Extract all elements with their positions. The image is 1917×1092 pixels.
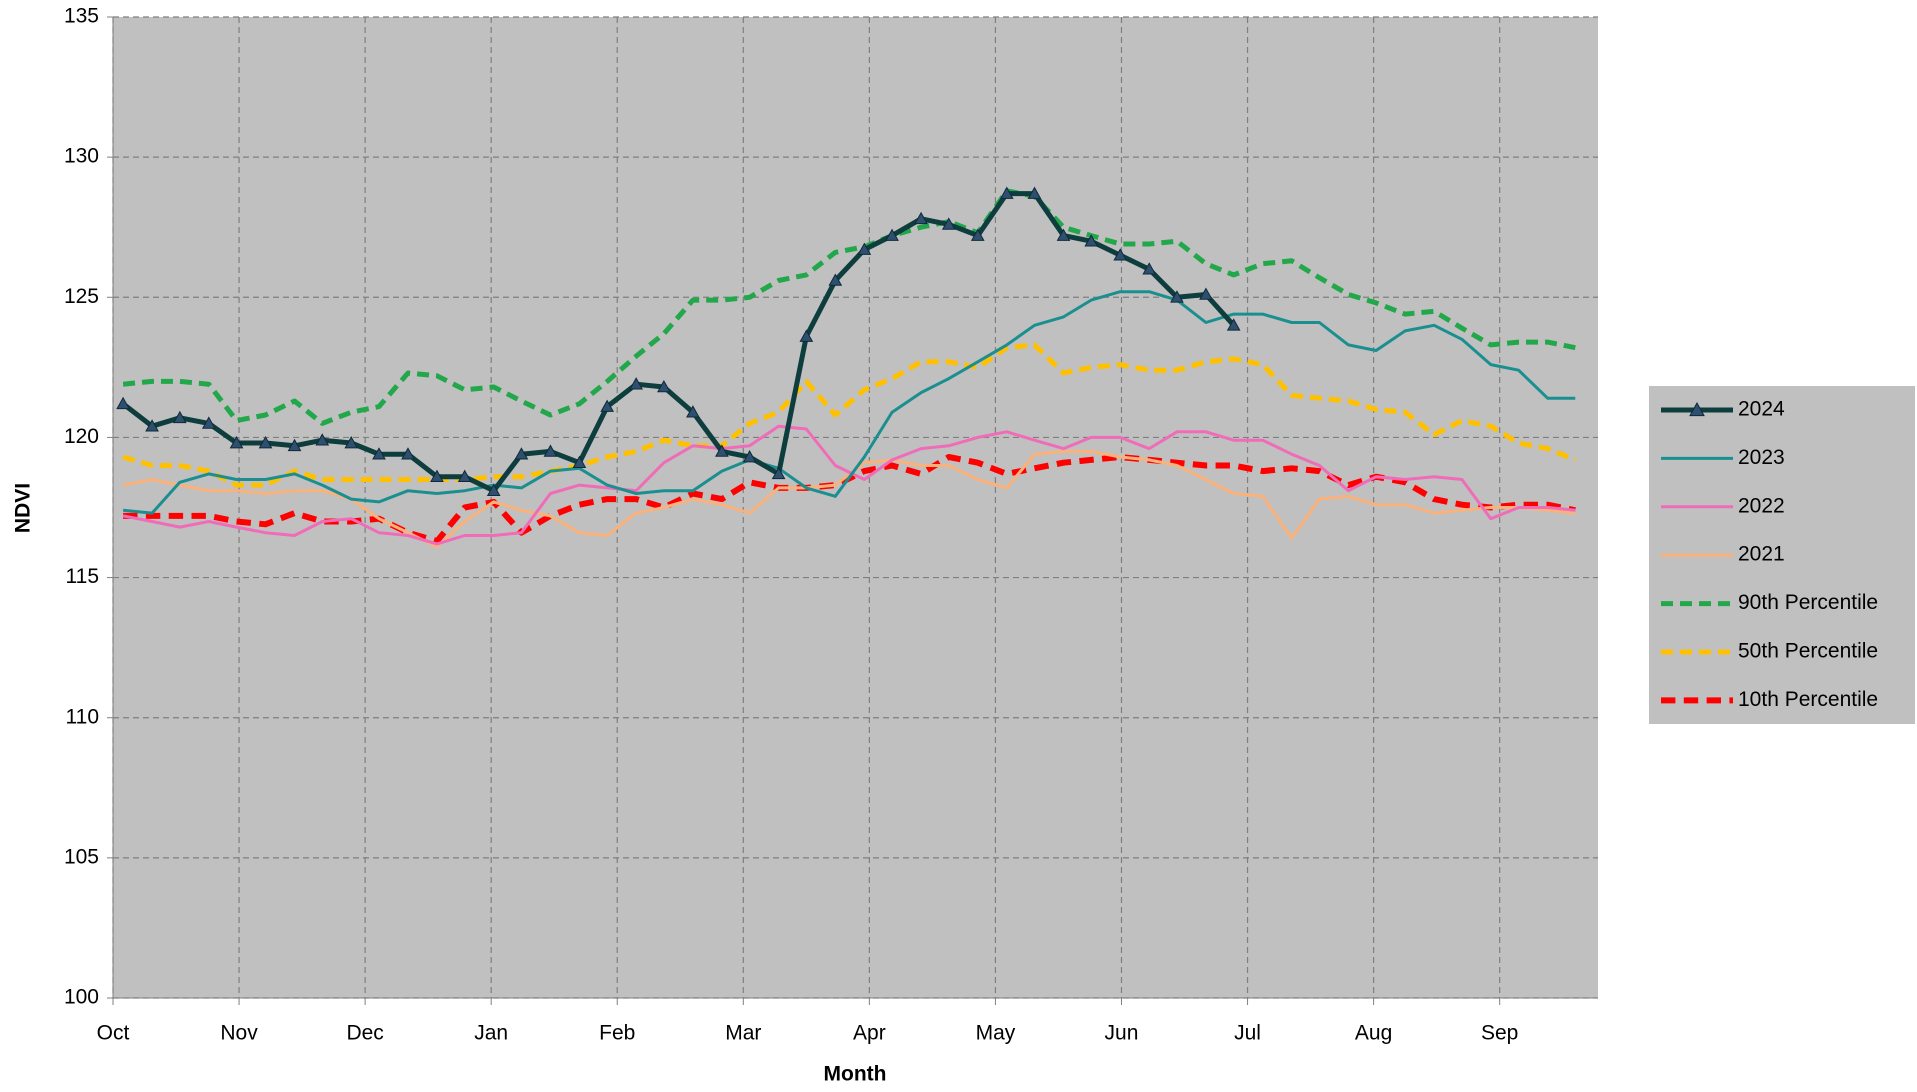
marker bbox=[1084, 234, 1099, 247]
marker bbox=[344, 436, 359, 449]
legend-label: 2024 bbox=[1738, 398, 1785, 421]
series-line bbox=[122, 290, 1576, 515]
marker bbox=[828, 273, 843, 286]
x-tick-label: Jan bbox=[474, 1022, 508, 1045]
marker bbox=[457, 469, 472, 482]
marker bbox=[145, 419, 159, 432]
x-tick-label: Sep bbox=[1481, 1022, 1518, 1045]
marker bbox=[229, 436, 244, 449]
legend-marker bbox=[1689, 401, 1705, 417]
marker bbox=[941, 217, 956, 230]
marker bbox=[857, 242, 872, 255]
legend-label: 10th Percentile bbox=[1738, 688, 1878, 711]
legend-label: 90th Percentile bbox=[1738, 591, 1878, 614]
marker bbox=[514, 447, 529, 460]
y-tick-label: 120 bbox=[64, 425, 99, 448]
marker bbox=[116, 396, 130, 410]
legend-label: 2022 bbox=[1738, 494, 1785, 517]
marker bbox=[1113, 248, 1128, 261]
marker bbox=[287, 438, 302, 452]
marker bbox=[1142, 262, 1157, 275]
marker bbox=[742, 450, 757, 463]
marker bbox=[885, 228, 899, 241]
marker bbox=[970, 228, 985, 241]
marker bbox=[1056, 228, 1071, 241]
marker bbox=[999, 186, 1014, 199]
y-tick-label: 125 bbox=[64, 285, 99, 308]
marker bbox=[715, 444, 729, 457]
marker bbox=[600, 399, 615, 412]
series-line bbox=[122, 188, 1576, 426]
marker bbox=[629, 377, 644, 390]
marker bbox=[315, 433, 330, 446]
y-tick-label: 130 bbox=[64, 145, 99, 168]
marker bbox=[914, 211, 928, 225]
x-tick-label: Jun bbox=[1105, 1022, 1139, 1045]
x-tick-label: May bbox=[976, 1022, 1016, 1045]
y-axis-label: NDVI bbox=[12, 483, 35, 533]
y-tick-label: 110 bbox=[66, 705, 99, 728]
marker bbox=[686, 405, 700, 418]
marker bbox=[486, 483, 501, 496]
x-tick-label: Nov bbox=[220, 1022, 258, 1045]
legend-label: 50th Percentile bbox=[1738, 640, 1878, 663]
marker bbox=[430, 469, 444, 482]
x-tick-label: Feb bbox=[599, 1022, 635, 1045]
marker bbox=[172, 410, 187, 424]
series-line bbox=[122, 342, 1577, 488]
y-tick-label: 115 bbox=[66, 565, 99, 588]
marker bbox=[201, 416, 216, 429]
x-tick-label: Dec bbox=[346, 1022, 383, 1045]
y-tick-label: 135 bbox=[64, 5, 99, 28]
marker bbox=[799, 329, 814, 342]
series-line bbox=[121, 191, 1236, 494]
legend-label: 2023 bbox=[1738, 446, 1785, 469]
marker bbox=[1027, 186, 1042, 199]
marker bbox=[1170, 290, 1184, 303]
marker bbox=[657, 379, 671, 393]
x-tick-label: Jul bbox=[1234, 1022, 1261, 1045]
marker bbox=[401, 447, 415, 460]
x-tick-label: Oct bbox=[97, 1022, 130, 1045]
legend-label: 2021 bbox=[1738, 543, 1785, 566]
marker bbox=[258, 436, 273, 449]
marker bbox=[1199, 287, 1213, 300]
y-tick-label: 105 bbox=[64, 845, 99, 868]
plot-area bbox=[113, 17, 1598, 998]
marker bbox=[1226, 318, 1241, 331]
marker bbox=[372, 447, 386, 460]
x-tick-label: Mar bbox=[725, 1022, 761, 1045]
x-tick-label: Apr bbox=[853, 1022, 886, 1045]
x-tick-label: Aug bbox=[1355, 1022, 1392, 1045]
x-axis-label: Month bbox=[824, 1063, 887, 1086]
y-tick-label: 100 bbox=[64, 986, 99, 1009]
marker bbox=[771, 466, 786, 480]
marker bbox=[572, 455, 587, 468]
marker bbox=[543, 444, 558, 457]
series-line bbox=[122, 424, 1576, 546]
